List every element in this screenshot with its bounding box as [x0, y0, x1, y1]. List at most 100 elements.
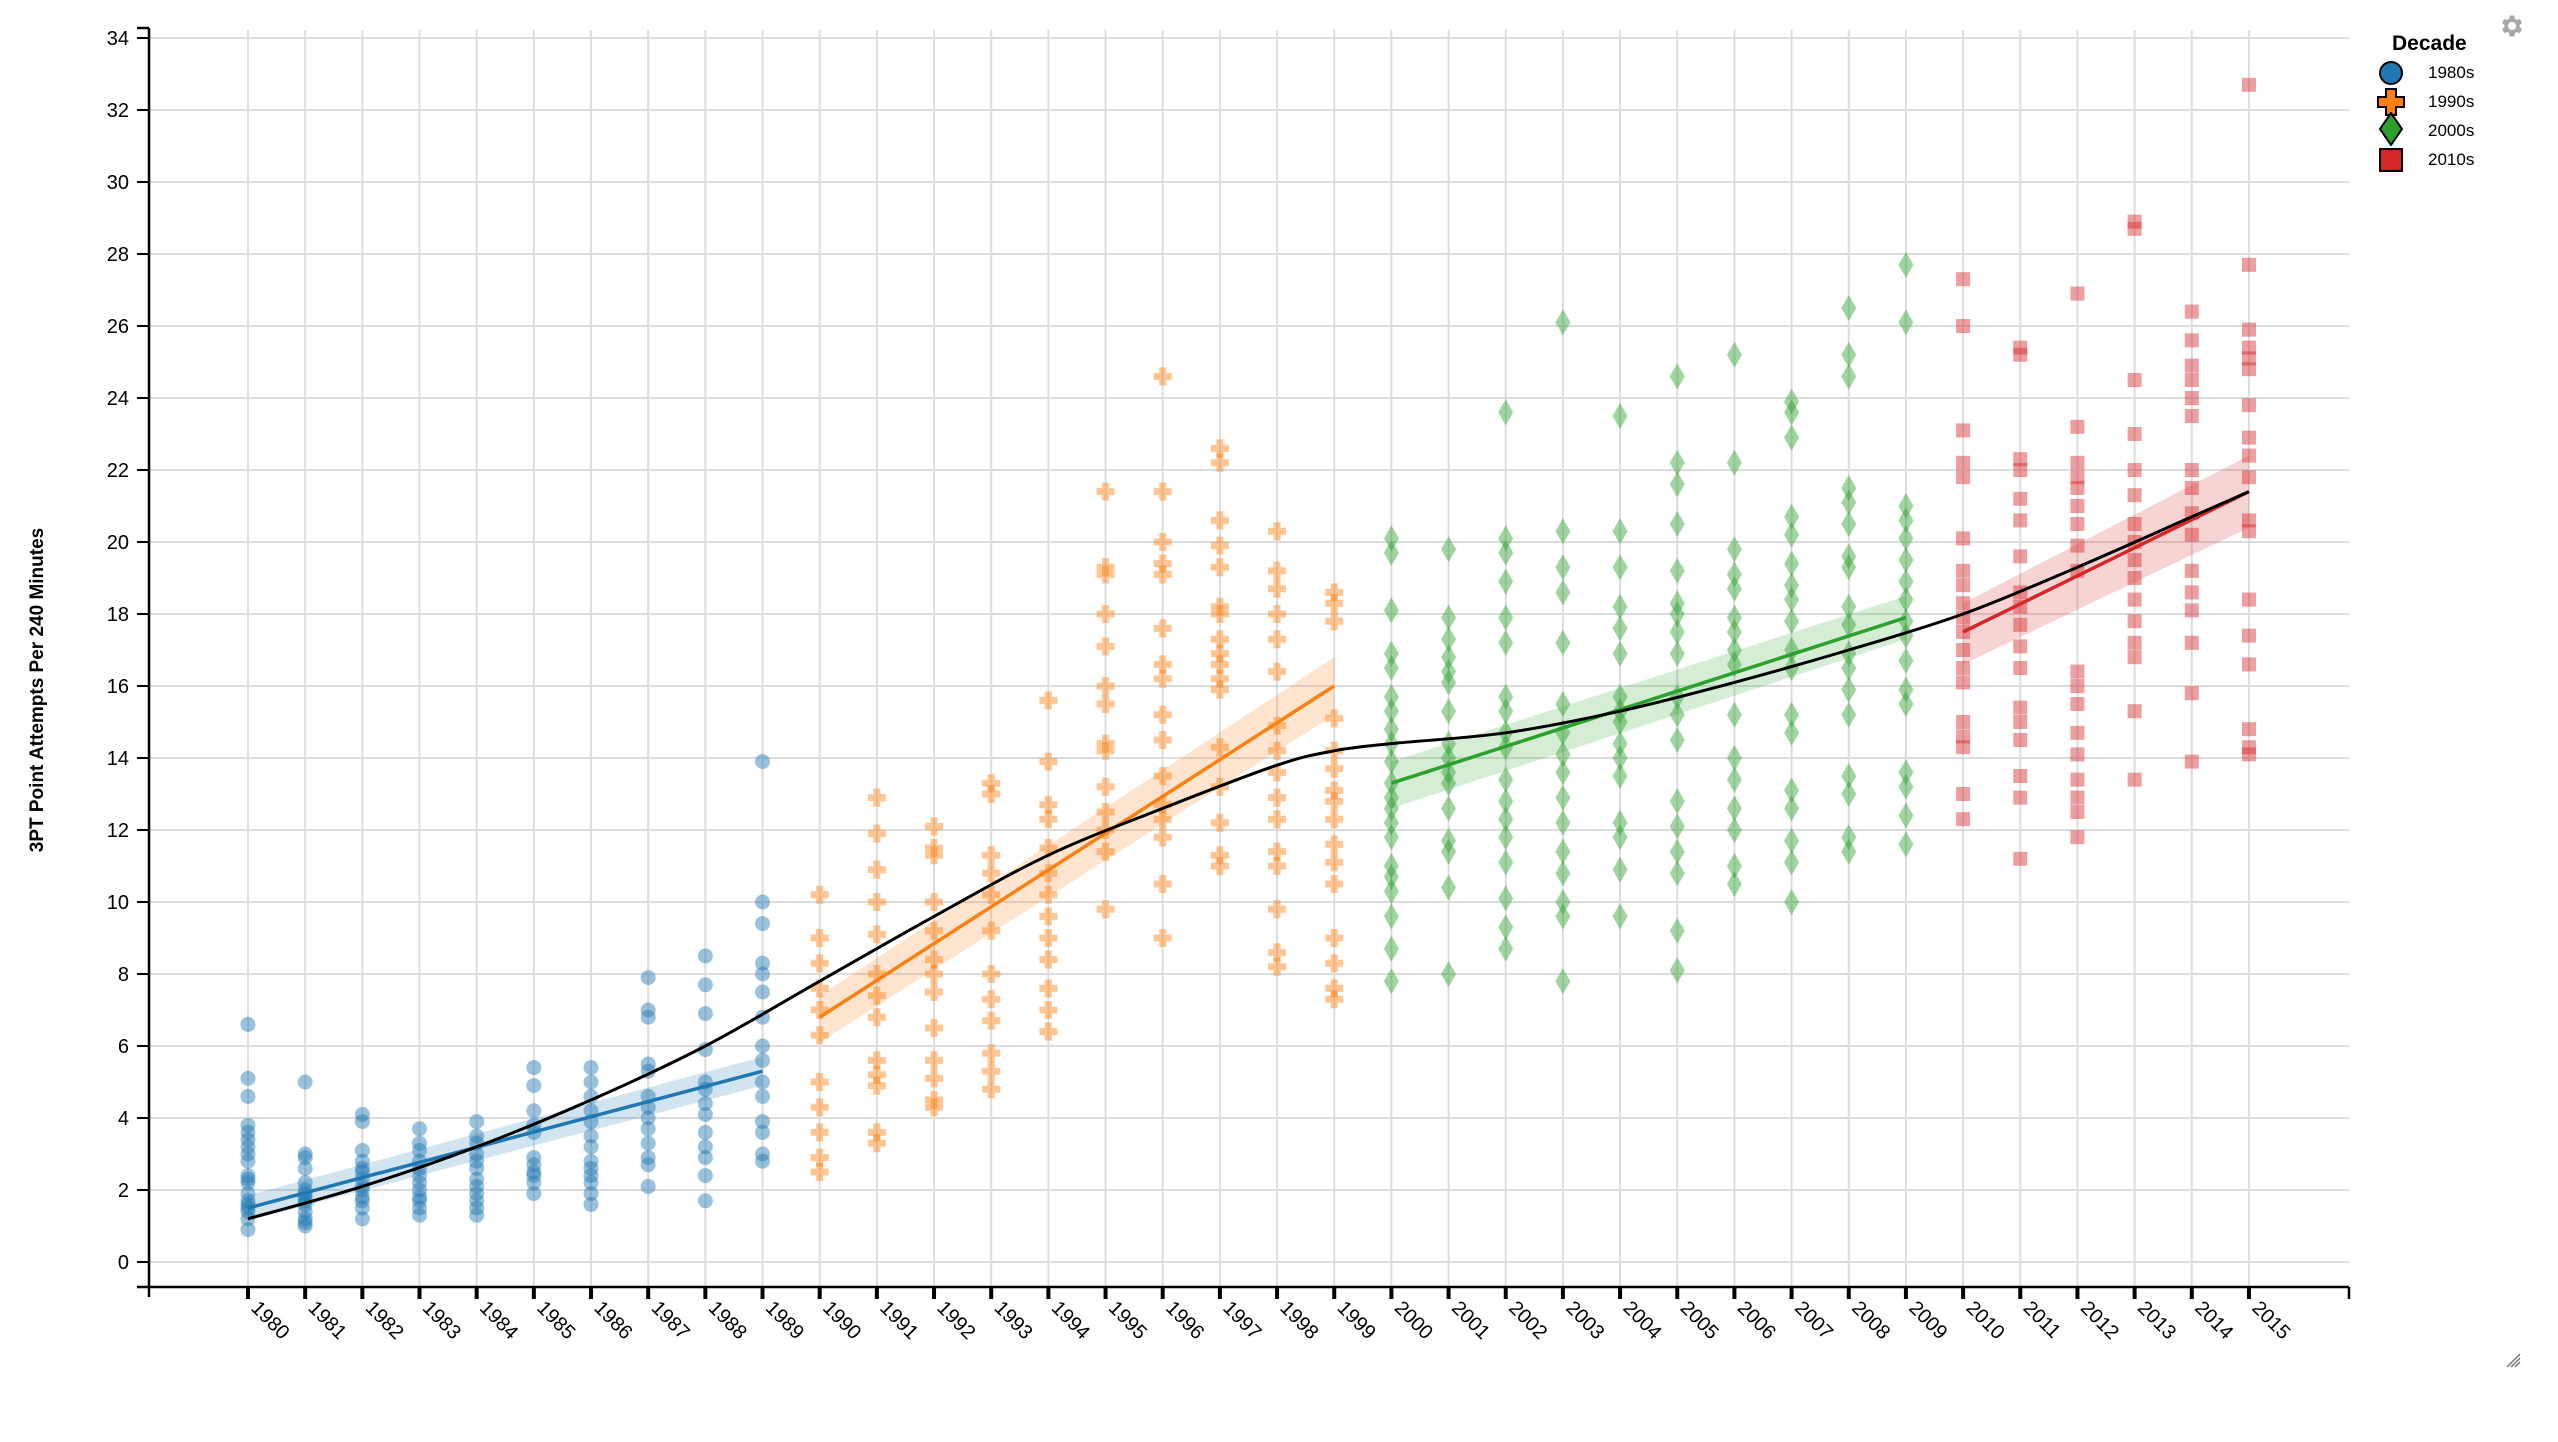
data-point [1383, 539, 1399, 566]
legend-item-2010s[interactable]: 2010s [2376, 145, 2474, 174]
data-point [1441, 770, 1457, 797]
data-point [1898, 759, 1914, 786]
data-point [2013, 340, 2028, 355]
data-point [2241, 592, 2256, 607]
data-point [1383, 683, 1399, 710]
data-point [1669, 363, 1685, 390]
data-point [2013, 347, 2028, 362]
data-point [810, 979, 829, 998]
data-point [1039, 795, 1058, 814]
data-point [2241, 470, 2256, 485]
data-point [2013, 851, 2028, 866]
data-point [1268, 522, 1287, 541]
data-point [867, 986, 886, 1005]
svg-text:28: 28 [107, 244, 129, 266]
svg-text:34: 34 [107, 28, 129, 50]
svg-text:1984: 1984 [475, 1297, 522, 1344]
data-point [2127, 635, 2142, 650]
data-point [1612, 903, 1628, 930]
data-point [1498, 604, 1514, 631]
data-point [2070, 747, 2085, 762]
data-point [1153, 875, 1172, 893]
data-point [1039, 691, 1058, 710]
data-point [1268, 943, 1287, 962]
data-point [583, 1160, 599, 1176]
data-point [1612, 593, 1628, 620]
gear-icon[interactable] [2497, 12, 2525, 40]
data-point [1555, 838, 1571, 865]
data-point [2013, 733, 2028, 747]
data-point [1841, 543, 1857, 570]
resize-handle-icon[interactable] [2505, 1352, 2521, 1368]
svg-text:0: 0 [118, 1252, 129, 1274]
svg-text:1991: 1991 [875, 1297, 922, 1344]
data-point [2127, 592, 2142, 607]
data-point [1441, 838, 1457, 865]
data-point [1898, 676, 1914, 703]
legend-label: 1990s [2428, 91, 2475, 111]
data-point [526, 1078, 542, 1094]
data-point [1210, 655, 1229, 674]
data-point [982, 785, 1001, 803]
data-point [867, 1051, 886, 1070]
data-point [297, 1074, 313, 1090]
data-point [469, 1160, 485, 1176]
circle-marker-icon [2376, 58, 2406, 87]
svg-text:12: 12 [107, 820, 129, 842]
data-point [1956, 319, 1971, 333]
data-point [1956, 578, 1971, 593]
data-point [2070, 286, 2085, 301]
data-point [1956, 812, 1971, 827]
data-point [697, 1106, 713, 1122]
data-point [1726, 817, 1742, 843]
data-point [1898, 525, 1914, 552]
data-point [1669, 640, 1685, 667]
data-point [1441, 874, 1457, 901]
data-point [2184, 635, 2199, 650]
data-point [1383, 863, 1399, 890]
data-point [1210, 453, 1229, 472]
data-point [697, 1124, 713, 1140]
data-point [469, 1146, 485, 1162]
svg-text:2004: 2004 [1619, 1297, 1666, 1344]
square-marker-icon [2376, 145, 2406, 174]
data-point [867, 1065, 886, 1084]
data-point [2241, 362, 2256, 377]
data-point [2070, 664, 2085, 679]
data-point [1153, 810, 1172, 829]
data-point [469, 1200, 485, 1216]
data-point [1039, 864, 1058, 883]
data-point [925, 921, 944, 940]
data-point [1383, 824, 1399, 851]
data-point [640, 1178, 656, 1194]
data-point [1383, 935, 1399, 962]
data-point [2070, 697, 2085, 711]
data-point [810, 885, 829, 904]
data-point [1898, 507, 1914, 534]
data-point [1555, 860, 1571, 887]
data-point [1612, 518, 1628, 545]
data-point [1726, 853, 1742, 879]
svg-text:1994: 1994 [1047, 1297, 1094, 1344]
svg-text:2012: 2012 [2076, 1297, 2123, 1344]
svg-text:2009: 2009 [1904, 1297, 1951, 1344]
data-point [1841, 781, 1857, 807]
data-point [1784, 503, 1800, 530]
data-point [1096, 842, 1115, 861]
legend-item-1980s[interactable]: 1980s [2376, 58, 2474, 87]
data-point [1784, 827, 1800, 854]
data-point [2241, 398, 2256, 413]
data-point [1726, 745, 1742, 771]
legend-item-2000s[interactable]: 2000s [2376, 111, 2474, 146]
data-point [1498, 568, 1514, 595]
legend-item-1990s[interactable]: 1990s [2376, 87, 2474, 116]
data-point [1153, 705, 1172, 724]
data-point [755, 754, 771, 770]
data-point [1153, 655, 1172, 674]
data-point [1096, 777, 1115, 796]
data-point [583, 1175, 599, 1191]
data-point [2127, 373, 2142, 387]
data-point [2013, 617, 2028, 632]
svg-text:8: 8 [118, 964, 129, 986]
data-point [2241, 657, 2256, 672]
